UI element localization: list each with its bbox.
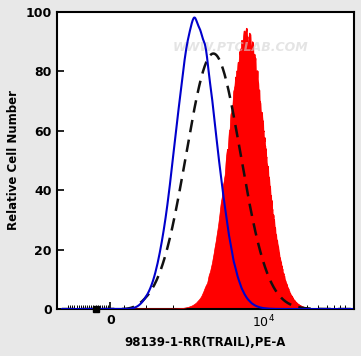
Text: WWW.PTCLAB.COM: WWW.PTCLAB.COM: [173, 41, 309, 54]
Y-axis label: Relative Cell Number: Relative Cell Number: [7, 90, 20, 230]
X-axis label: 98139-1-RR(TRAIL),PE-A: 98139-1-RR(TRAIL),PE-A: [125, 336, 286, 349]
